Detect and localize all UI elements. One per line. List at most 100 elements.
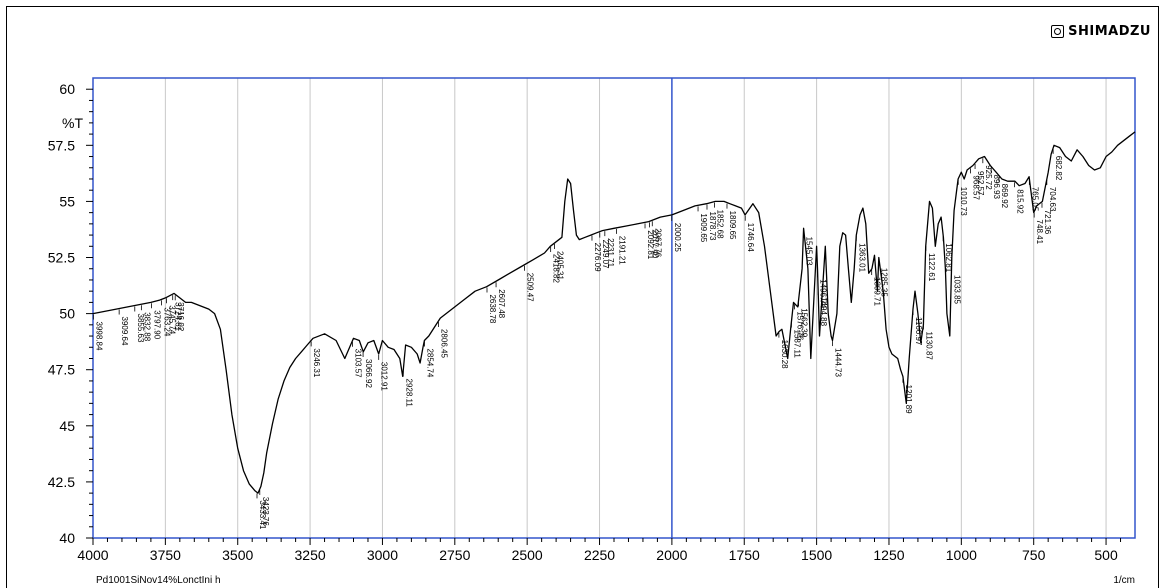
peak-label: 2638.78	[488, 294, 497, 323]
x-tick-label: 4000	[77, 547, 108, 563]
peak-label: 952.57	[976, 171, 985, 196]
peak-label: 2509.47	[525, 273, 534, 302]
x-tick-label: 2750	[439, 547, 470, 563]
axes: 40 42.5 45 47.5 50 52.5 55 57.5 60 4000 3750 3500 32…	[48, 77, 1136, 563]
peak-label: 3998.84	[94, 322, 103, 351]
peak-label: 1309.71	[873, 277, 882, 306]
peak-label: 2000.25	[673, 223, 682, 252]
peak-label: 3716.02	[176, 302, 185, 331]
x-tick-label: 1750	[729, 547, 760, 563]
x-tick-label: 1250	[873, 547, 904, 563]
peak-label: 1166.97	[914, 317, 923, 346]
peak-label: 1130.87	[924, 332, 933, 361]
y-tick-label: 42.5	[48, 474, 75, 490]
spectrum-line-layer	[92, 131, 1136, 494]
peak-label: 1576.76	[795, 311, 804, 340]
peak-label: 3745.74	[168, 305, 177, 334]
peak-label: 3763.24	[163, 307, 172, 336]
footer-unit: 1/cm	[1113, 575, 1135, 586]
x-tick-label: 1500	[801, 547, 832, 563]
peak-label: 1878.73	[708, 212, 717, 241]
footer-filename: Pd1001SiNov14%LonctIni h	[96, 575, 221, 586]
x-tick-label: 3250	[295, 547, 326, 563]
peak-label: 1494.88	[819, 297, 828, 326]
peak-label: 1363.01	[857, 243, 866, 272]
peak-label: 2191.21	[618, 236, 627, 265]
y-tick-label: 57.5	[48, 137, 75, 153]
x-tick-label: 1000	[946, 547, 977, 563]
peak-label: 925.72	[984, 165, 993, 190]
peak-label: 2231.71	[606, 238, 615, 267]
peak-label: 1630.28	[780, 340, 789, 369]
x-tick-label: 500	[1094, 547, 1118, 563]
peak-label: 1852.68	[716, 210, 725, 239]
peak-label: 2249.07	[601, 240, 610, 269]
y-tick-label: 45	[59, 418, 75, 434]
peak-label: 3909.64	[120, 317, 129, 346]
peak-label: 3103.57	[353, 349, 362, 378]
peak-label: 3066.92	[364, 359, 373, 388]
peak-label: 1496.74	[819, 279, 828, 308]
spectrum-line	[92, 131, 1136, 494]
peak-label: 3724.61	[174, 302, 183, 331]
x-tick-label: 3500	[222, 547, 253, 563]
brand-logo: SHIMADZU	[1051, 24, 1151, 39]
y-tick-label: 50	[59, 306, 75, 322]
peak-label: 2418.82	[552, 254, 561, 283]
peak-label: 1033.85	[953, 275, 962, 304]
peak-label: 1809.65	[728, 211, 737, 240]
peak-label: 1062.81	[944, 243, 953, 272]
peak-label: 1746.64	[746, 223, 755, 252]
peak-label: 1587.11	[792, 330, 801, 359]
y-tick-label: 52.5	[48, 250, 75, 266]
peak-label: 1122.61	[927, 253, 936, 282]
peak-label: 1285.35	[880, 268, 889, 297]
peak-label: 3855.63	[136, 314, 145, 343]
peak-label: 3832.88	[142, 312, 151, 341]
peak-label: 765.05	[1030, 187, 1039, 212]
peak-label: 704.63	[1048, 187, 1057, 212]
x-tick-label: 2250	[584, 547, 615, 563]
peak-label: 968.57	[971, 175, 980, 200]
x-tick-label: 3750	[150, 547, 181, 563]
peak-label: 682.82	[1054, 156, 1063, 181]
y-tick-label: 55	[59, 193, 75, 209]
peak-label: 748.41	[1035, 220, 1044, 245]
peak-label: 1201.89	[904, 385, 913, 414]
peak-label: 2854.74	[425, 348, 434, 377]
peak-label: 721.36	[1043, 210, 1052, 235]
peak-label: 2405.31	[556, 251, 565, 280]
peak-label: 3423.76	[261, 497, 270, 526]
peak-label: 2092.81	[646, 230, 655, 259]
peak-label: 2276.09	[593, 243, 602, 272]
shimadzu-logo-icon	[1051, 25, 1065, 38]
peak-label: 2928.11	[404, 379, 413, 408]
peak-label: 1909.65	[699, 213, 708, 242]
peak-label: 3246.31	[312, 348, 321, 377]
peak-label: 1010.73	[959, 187, 968, 216]
peak-label: 815.92	[1016, 189, 1025, 214]
grid	[92, 78, 1107, 538]
peak-label: 869.92	[1000, 184, 1009, 209]
peak-label: 2077.40	[650, 229, 659, 258]
peak-label: 1444.73	[834, 348, 843, 377]
plot-frame	[92, 77, 1136, 539]
peak-label: 2607.48	[497, 289, 506, 318]
peak-label: 2806.45	[439, 329, 448, 358]
y-tick-label: 47.5	[48, 362, 75, 378]
y-tick-label: 40	[59, 530, 75, 546]
peak-label: 3012.91	[380, 362, 389, 391]
figure-frame	[6, 6, 1159, 588]
peak-label: 1545.03	[805, 237, 814, 266]
x-tick-label: 3000	[367, 547, 398, 563]
peak-label: 3433.41	[258, 500, 267, 529]
peak-label: 3797.90	[152, 310, 161, 339]
x-tick-label: 750	[1022, 547, 1046, 563]
y-axis-label: %T	[62, 115, 83, 131]
x-tick-label: 2500	[512, 547, 543, 563]
y-tick-label: 60	[59, 81, 75, 97]
peak-label: 1562.39	[800, 308, 809, 337]
brand-name: SHIMADZU	[1068, 24, 1151, 39]
